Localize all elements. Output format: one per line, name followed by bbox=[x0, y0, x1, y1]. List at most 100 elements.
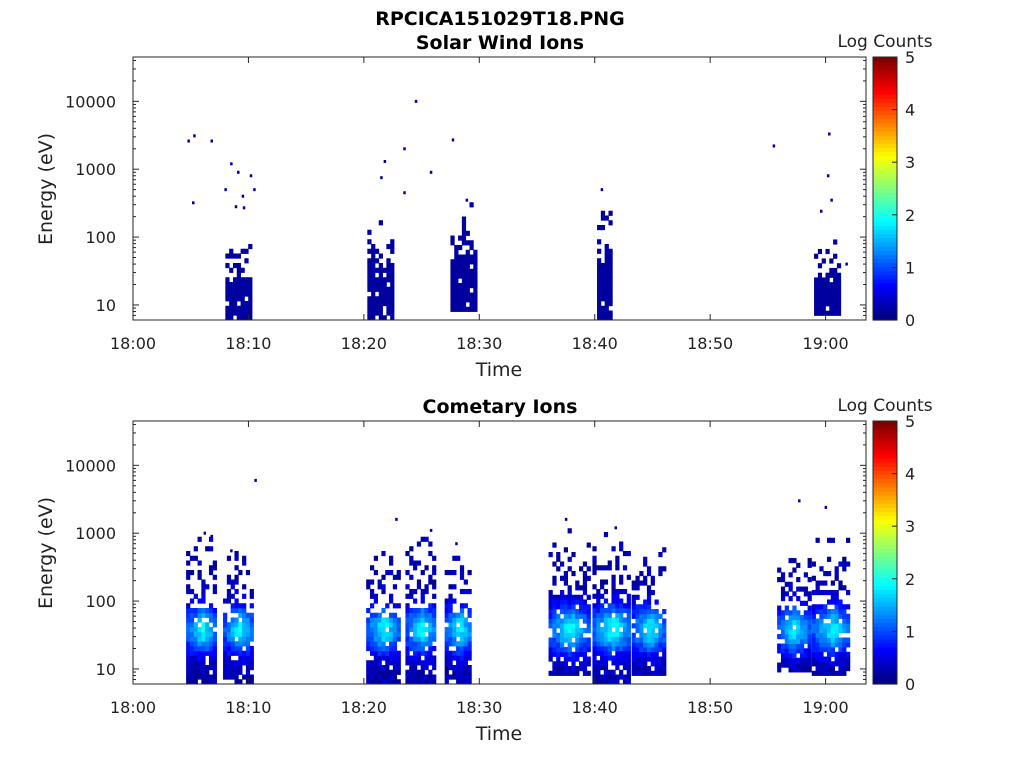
solar-wind-cell bbox=[461, 221, 467, 227]
cometary-colorbar-swatch bbox=[873, 651, 897, 656]
solar-wind-cell bbox=[374, 267, 380, 273]
solar-wind-cell bbox=[604, 277, 609, 283]
cometary-cell bbox=[582, 666, 588, 672]
cometary-cell bbox=[777, 634, 782, 640]
cometary-burst-0 bbox=[186, 536, 217, 685]
cometary-cell bbox=[381, 588, 386, 595]
cometary-cell bbox=[792, 591, 797, 597]
cometary-cell bbox=[420, 536, 425, 542]
solar-wind-cell bbox=[821, 291, 826, 297]
cometary-cell bbox=[420, 593, 425, 599]
solar-wind-point bbox=[242, 206, 246, 210]
cometary-cell bbox=[452, 631, 457, 637]
cometary-cell bbox=[409, 674, 414, 680]
cometary-cell bbox=[392, 665, 398, 671]
cometary-cell bbox=[622, 645, 628, 652]
cometary-cell bbox=[658, 571, 663, 577]
cometary-cell bbox=[615, 598, 620, 604]
cometary-cell bbox=[575, 670, 580, 676]
cometary-colorbar-swatch bbox=[873, 499, 897, 504]
cometary-colorbar-swatch bbox=[873, 626, 897, 632]
solar-wind-cell bbox=[829, 272, 834, 278]
cometary-cell bbox=[626, 612, 631, 618]
cometary-point bbox=[614, 526, 618, 530]
solar-wind-cell bbox=[461, 268, 467, 274]
cometary-cell bbox=[548, 623, 553, 629]
cometary-cell bbox=[792, 638, 797, 644]
cometary-point bbox=[203, 531, 207, 535]
cometary-cell bbox=[432, 622, 437, 628]
cometary-cell bbox=[579, 613, 584, 619]
solar-wind-cell bbox=[597, 301, 602, 307]
solar-wind-cell bbox=[461, 306, 467, 312]
cometary-cell bbox=[635, 637, 640, 643]
cometary-cell bbox=[201, 669, 206, 675]
solar-wind-cell bbox=[232, 253, 238, 259]
cometary-cell bbox=[201, 636, 206, 642]
cometary-cell bbox=[242, 617, 247, 623]
solar-wind-cell bbox=[829, 305, 834, 312]
cometary-colorbar-swatch bbox=[873, 589, 897, 595]
cometary-cell bbox=[807, 648, 812, 654]
cometary-cell bbox=[205, 674, 210, 680]
cometary-cell bbox=[611, 631, 616, 637]
cometary-cell bbox=[189, 636, 195, 642]
cometary-cell bbox=[556, 594, 561, 600]
solar-wind-cell bbox=[458, 297, 463, 303]
solar-wind-cell bbox=[225, 310, 230, 316]
cometary-colorbar-swatch bbox=[873, 573, 897, 578]
cometary-cell bbox=[245, 631, 251, 637]
cometary-cell bbox=[424, 612, 429, 618]
solar-wind-cell bbox=[232, 305, 238, 311]
solar-wind-cell bbox=[469, 273, 474, 279]
cometary-cell bbox=[619, 617, 624, 623]
cometary-cell bbox=[409, 641, 414, 647]
solar-wind-cell bbox=[600, 272, 606, 278]
cometary-cell bbox=[834, 594, 839, 600]
cometary-cell bbox=[385, 665, 390, 671]
cometary-cell bbox=[607, 565, 612, 571]
cometary-cell bbox=[788, 638, 793, 644]
cometary-cell bbox=[366, 636, 371, 642]
solar-wind-cell bbox=[608, 310, 613, 316]
cometary-cell bbox=[650, 590, 655, 596]
cometary-cell bbox=[467, 631, 472, 637]
cometary-cell bbox=[811, 609, 816, 615]
cometary-data-layer bbox=[186, 478, 851, 685]
solar-wind-cell bbox=[367, 301, 372, 307]
cometary-cell bbox=[212, 655, 217, 661]
cometary-cell bbox=[582, 580, 588, 586]
cometary-cell bbox=[815, 670, 820, 676]
cometary-cell bbox=[596, 603, 601, 609]
solar-wind-cell bbox=[454, 254, 459, 260]
cometary-cell bbox=[405, 641, 410, 647]
cometary-cell bbox=[559, 661, 565, 667]
cometary-cell bbox=[619, 579, 624, 585]
cometary-cell bbox=[796, 657, 801, 663]
cometary-cell bbox=[424, 679, 429, 685]
cometary-cell bbox=[186, 636, 191, 642]
cometary-cell bbox=[189, 674, 195, 680]
cometary-cell bbox=[834, 571, 839, 577]
cometary-cell bbox=[552, 561, 557, 567]
cometary-cell bbox=[559, 561, 565, 567]
cometary-cell bbox=[650, 618, 655, 624]
cometary-cell bbox=[416, 669, 422, 675]
cometary-cell bbox=[611, 546, 616, 552]
cometary-cell bbox=[197, 574, 202, 580]
cometary-cell bbox=[208, 617, 214, 623]
solar-wind-cell bbox=[600, 281, 606, 288]
solar-wind-colorbar-swatch bbox=[873, 118, 897, 124]
cometary-cell bbox=[611, 645, 616, 652]
cometary-cell bbox=[662, 661, 667, 667]
cometary-cell bbox=[615, 555, 620, 561]
cometary-cell bbox=[784, 610, 789, 616]
solar-wind-cell bbox=[450, 240, 455, 246]
solar-wind-cell bbox=[367, 286, 372, 292]
cometary-cell bbox=[249, 626, 254, 633]
cometary-cell bbox=[777, 624, 782, 630]
solar-wind-ytick-label: 1000 bbox=[75, 160, 116, 179]
cometary-colorbar-swatch bbox=[873, 474, 897, 480]
cometary-cell bbox=[575, 637, 580, 643]
cometary-cell bbox=[826, 632, 832, 638]
